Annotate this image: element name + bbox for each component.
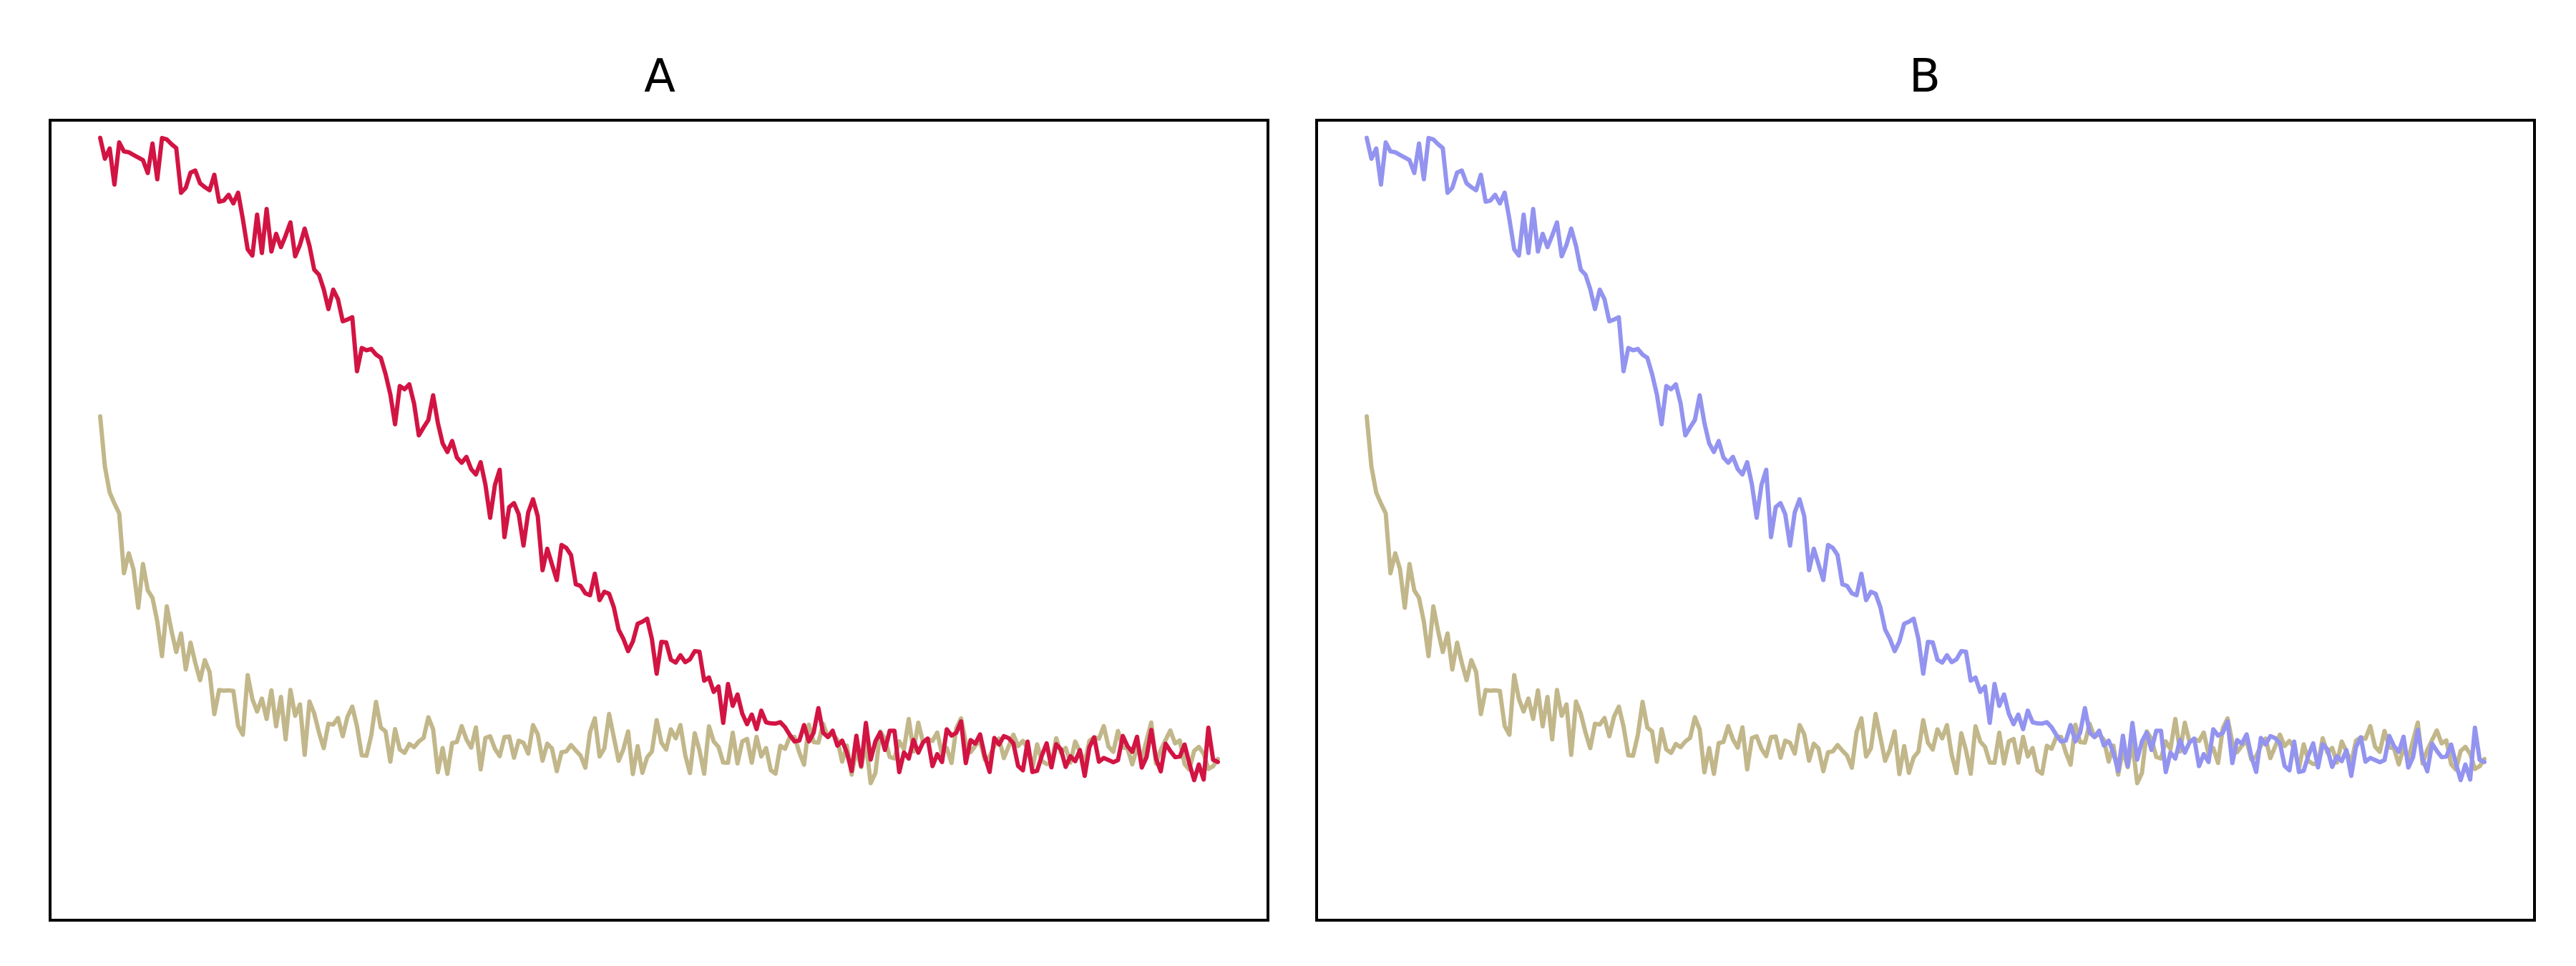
panel-a-frame (49, 119, 1269, 922)
panel-a: A (49, 50, 1269, 922)
panel-b-series-2-line (1365, 135, 2487, 783)
panel-a-series-1-line (98, 414, 1220, 786)
panel-a-series-2-line (98, 135, 1220, 783)
panel-a-title: A (644, 50, 675, 103)
panel-b: B (1315, 50, 2536, 922)
panel-b-plot-area (1365, 135, 2487, 786)
panel-b-series-1-line (1365, 414, 2487, 786)
panel-b-frame (1315, 119, 2536, 922)
panel-b-title: B (1909, 50, 1941, 103)
panel-a-plot-area (98, 135, 1220, 786)
